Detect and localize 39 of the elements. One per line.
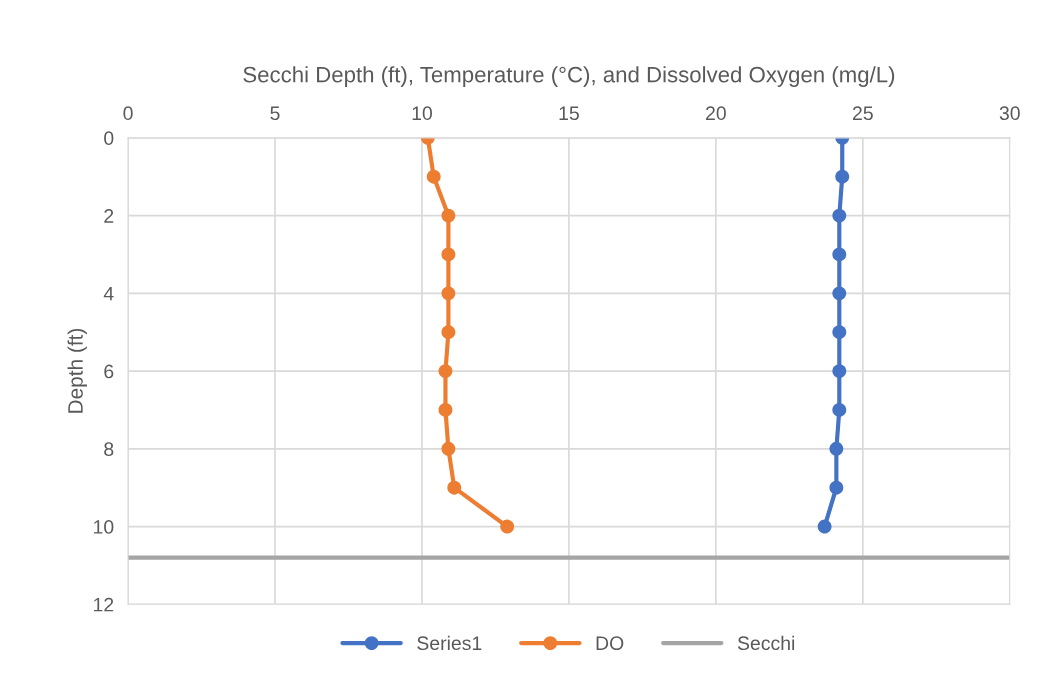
legend-label: DO xyxy=(596,636,624,651)
y-tick-label: 0 xyxy=(104,131,114,146)
x-tick-label: 25 xyxy=(852,106,873,121)
point xyxy=(441,286,456,301)
point xyxy=(832,325,847,340)
chart-title: Secchi Depth (ft), Temperature (°C), and Dissolved Oxygen (mg/L) xyxy=(243,66,895,87)
point xyxy=(817,519,832,534)
y-axis-title: Depth (ft) xyxy=(67,328,87,413)
y-tick-label: 10 xyxy=(94,520,114,534)
y-tick-label: 6 xyxy=(104,364,114,379)
point xyxy=(438,364,453,379)
point xyxy=(832,208,847,223)
point xyxy=(500,519,515,534)
point xyxy=(829,441,844,456)
point xyxy=(829,480,844,495)
y-tick-label: 12 xyxy=(94,597,114,612)
point xyxy=(441,247,456,262)
point xyxy=(441,441,456,456)
point xyxy=(835,169,850,184)
x-tick-label: 0 xyxy=(123,106,133,121)
legend-label: Series1 xyxy=(417,635,482,651)
legend-label: Secchi xyxy=(737,635,795,651)
x-tick-label: 30 xyxy=(999,106,1020,121)
point xyxy=(832,364,847,379)
point xyxy=(832,403,847,417)
point xyxy=(441,208,456,223)
point xyxy=(832,286,847,301)
point xyxy=(426,169,441,184)
point xyxy=(832,247,847,262)
x-tick-label: 10 xyxy=(412,106,433,121)
point xyxy=(438,403,453,417)
x-tick-label: 20 xyxy=(706,106,726,121)
x-tick-label: 5 xyxy=(270,106,280,121)
x-tick-label: 15 xyxy=(559,106,579,121)
point xyxy=(441,325,456,340)
y-tick-label: 8 xyxy=(104,442,114,457)
point xyxy=(447,480,462,495)
y-tick-label: 2 xyxy=(104,209,114,223)
y-tick-label: 4 xyxy=(103,287,114,301)
